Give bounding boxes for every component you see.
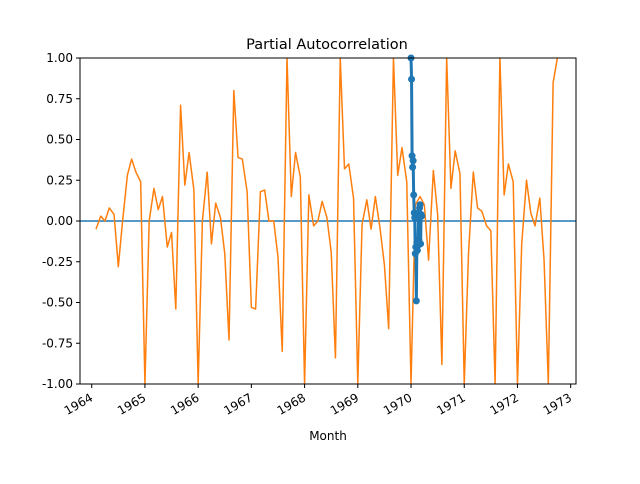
pacf-point	[410, 191, 418, 199]
chart-title: Partial Autocorrelation	[246, 37, 408, 53]
y-tick-label: 0.50	[46, 133, 73, 147]
x-axis-label: Month	[309, 429, 347, 443]
pacf-point	[416, 201, 424, 209]
y-tick-label: -0.75	[42, 336, 73, 350]
plot-area	[80, 54, 576, 384]
y-tick-label: 0.75	[46, 92, 73, 106]
plot-frame	[79, 57, 577, 385]
y-axis: -1.00 -0.75 -0.50 -0.25 0.00 0.25 0.50 0.75 1.00	[42, 51, 80, 391]
pacf-point	[418, 212, 426, 220]
y-tick-label: -1.00	[42, 377, 73, 391]
pacf-point	[412, 297, 420, 305]
y-tick-label: 1.00	[46, 51, 73, 65]
pacf-point	[411, 214, 419, 222]
y-tick-label: -0.25	[42, 255, 73, 269]
y-tick-label: 0.25	[46, 173, 73, 187]
y-tick-label: 0.00	[46, 214, 73, 228]
pacf-point	[409, 157, 417, 165]
y-tick-label: -0.50	[42, 296, 73, 310]
pacf-point	[417, 240, 425, 248]
pacf-point	[408, 75, 416, 83]
series-line	[95, 58, 559, 384]
pacf-point	[409, 163, 417, 171]
plot-clip-group	[80, 58, 576, 384]
